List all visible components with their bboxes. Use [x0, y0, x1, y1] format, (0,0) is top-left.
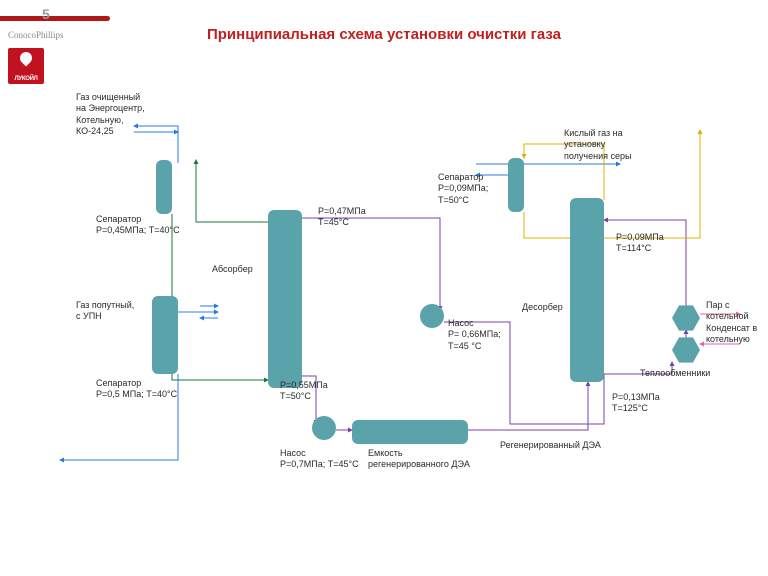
label-gas-clean: Газ очищенный на Энергоцентр, Котельную,… — [76, 92, 145, 137]
label-separator-3: Сепаратор P=0,09МПа; T=50°С — [438, 172, 488, 206]
separator-top-right — [508, 158, 524, 212]
label-gas-upn: Газ попутный, с УПН — [76, 300, 134, 323]
label-acid-gas: Кислый газ на установку получения серы — [564, 128, 631, 162]
desorber-column — [570, 198, 604, 382]
slide-number: 5 — [42, 6, 50, 22]
diagram-title: Принципиальная схема установки очистки г… — [0, 26, 768, 43]
lukoil-drop-icon — [18, 50, 35, 67]
label-hex: Теплообменники — [640, 368, 710, 379]
label-tank-dea: Емкость регенерированного ДЭА — [368, 448, 470, 471]
label-p055: P=0,55МПа T=50°С — [280, 380, 328, 403]
corner-bar — [0, 16, 110, 21]
pump-middle — [420, 304, 444, 328]
label-pump-mid: Насос P= 0,66МПа; T=45 °С — [448, 318, 501, 352]
lukoil-logo: ЛУКОЙЛ — [8, 48, 44, 84]
label-separator-1: Сепаратор P=0,45МПа; T=40°С — [96, 214, 180, 237]
pump-bottom — [312, 416, 336, 440]
separator-bottom-left — [152, 296, 178, 374]
label-p013: P=0,13МПа T=125°С — [612, 392, 660, 415]
label-steam: Пар с котельной Конденсат в котельную — [706, 300, 757, 345]
dea-tank — [352, 420, 468, 444]
label-p009: P=0,09МПа T=114°С — [616, 232, 664, 255]
heat-exchanger-1-icon — [672, 304, 700, 332]
absorber-column — [268, 210, 302, 388]
lukoil-text: ЛУКОЙЛ — [8, 76, 44, 82]
label-pump-bottom: Насос P=0,7МПа; T=45°С — [280, 448, 359, 471]
label-regen-dea: Регенерированный ДЭА — [500, 440, 601, 451]
label-desorber: Десорбер — [522, 302, 563, 313]
pipe-layer — [0, 0, 768, 576]
label-absorber: Абсорбер — [212, 264, 253, 275]
heat-exchanger-2-icon — [672, 336, 700, 364]
label-separator-2: Сепаратор P=0,5 МПа; T=40°С — [96, 378, 177, 401]
diagram-canvas: 5 ConocoPhillips ЛУКОЙЛ Принципиальная с… — [0, 0, 768, 576]
separator-top-left — [156, 160, 172, 214]
label-p047: P=0,47МПа T=45°С — [318, 206, 366, 229]
